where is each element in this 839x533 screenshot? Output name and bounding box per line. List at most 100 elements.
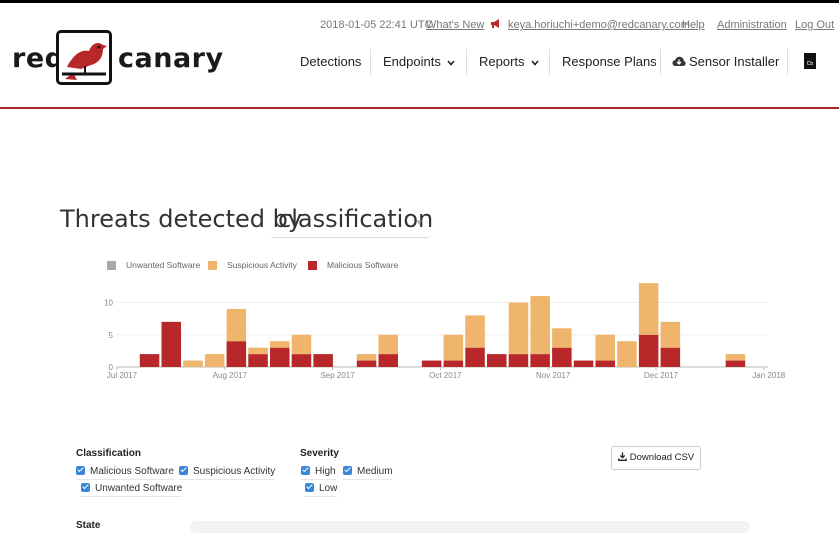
checkbox-checked-icon[interactable]	[81, 483, 90, 492]
nav-detections[interactable]: Detections	[300, 54, 362, 69]
x-tick-label: Nov 2017	[536, 371, 571, 380]
bar-segment	[552, 347, 572, 367]
bar-segment	[595, 360, 616, 367]
bar-segment	[269, 347, 290, 367]
state-label: State	[76, 520, 101, 531]
bar-segment	[465, 315, 485, 348]
filter-medium[interactable]: Medium	[343, 466, 393, 480]
canary-bird-icon	[56, 30, 112, 85]
administration-link[interactable]: Administration	[717, 19, 787, 31]
filter-low[interactable]: Low	[305, 483, 338, 497]
carbon-black-badge[interactable]: Cb	[804, 53, 816, 69]
top-black-bar	[0, 0, 839, 3]
content-card-edge	[190, 521, 750, 533]
legend-item-malicious[interactable]: Malicious Software	[327, 260, 399, 270]
bar-segment	[660, 347, 681, 367]
filter-label: Unwanted Software	[95, 483, 183, 494]
app-header: red canary 2018-01-05 22:41 UTC What's N…	[0, 3, 839, 107]
megaphone-icon	[491, 19, 500, 28]
y-tick-label: 10	[104, 299, 113, 308]
bar-segment	[660, 321, 681, 348]
legend-item-unwanted[interactable]: Unwanted Software	[126, 260, 201, 270]
checkbox-checked-icon[interactable]	[343, 466, 352, 475]
nav-divider	[466, 49, 467, 75]
y-tick-label: 5	[109, 331, 114, 340]
bar-segment	[378, 334, 399, 355]
help-text[interactable]: Help	[682, 19, 705, 31]
bar-segment	[356, 360, 377, 367]
bar-segment	[161, 321, 182, 367]
nav-reports[interactable]: Reports	[479, 54, 539, 69]
nav-sensor-installer[interactable]: Sensor Installer	[672, 54, 779, 69]
download-csv-label: Download CSV	[629, 452, 695, 463]
checkbox-checked-icon[interactable]	[305, 483, 314, 492]
y-tick-label: 0	[109, 363, 114, 372]
chart-title: Threats detected by	[60, 205, 303, 233]
user-email-link[interactable]: keya.horiuchi+demo@redcanary.com	[508, 19, 690, 31]
nav-endpoints-label: Endpoints	[383, 54, 441, 69]
group-by-select[interactable]: classification ▼	[271, 203, 433, 238]
legend-swatch-malicious	[308, 261, 317, 270]
nav-response-plans[interactable]: Response Plans	[562, 54, 657, 69]
carbon-black-badge-text: Cb	[806, 61, 814, 67]
download-csv-button[interactable]: Download CSV	[611, 446, 701, 470]
bar-segment	[530, 296, 550, 355]
x-tick-label: Oct 2017	[429, 371, 462, 380]
user-email-text[interactable]: keya.horiuchi+demo@redcanary.com	[508, 19, 690, 31]
timestamp: 2018-01-05 22:41 UTC	[320, 19, 433, 31]
bar-segment	[552, 328, 572, 348]
legend-item-suspicious[interactable]: Suspicious Activity	[227, 260, 297, 270]
nav-divider	[787, 49, 788, 75]
bar-segment	[725, 354, 746, 361]
filter-label: High	[315, 466, 336, 477]
x-tick-label: Jan 2018	[752, 371, 785, 380]
bar-segment	[508, 302, 529, 355]
nav-endpoints[interactable]: Endpoints	[383, 54, 455, 69]
legend-swatch-unwanted	[107, 261, 116, 270]
logout-link[interactable]: Log Out	[795, 19, 834, 31]
filter-label: Medium	[357, 466, 393, 477]
filter-suspicious-activity[interactable]: Suspicious Activity	[179, 466, 276, 480]
header-divider	[0, 107, 839, 109]
filter-label: Low	[319, 483, 338, 494]
bar-segment	[183, 360, 203, 367]
chevron-down-icon	[530, 60, 539, 66]
administration-text[interactable]: Administration	[717, 19, 787, 31]
checkbox-checked-icon[interactable]	[301, 466, 310, 475]
bar-segment	[269, 341, 290, 348]
checkbox-checked-icon[interactable]	[76, 466, 85, 475]
nav-divider	[660, 49, 661, 75]
bar-segment	[443, 360, 464, 367]
bar-segment	[313, 354, 333, 367]
x-tick-label: Aug 2017	[213, 371, 248, 380]
whats-new-text[interactable]: What's New	[426, 19, 485, 31]
bar-segment	[139, 354, 160, 367]
download-icon	[617, 452, 627, 461]
filter-malicious-software[interactable]: Malicious Software	[76, 466, 174, 480]
nav-divider	[549, 49, 550, 75]
cloud-download-icon	[672, 56, 686, 66]
logout-text[interactable]: Log Out	[795, 19, 835, 31]
x-tick-label: Jul 2017	[107, 371, 138, 380]
filter-unwanted-software[interactable]: Unwanted Software	[81, 483, 183, 497]
filter-high[interactable]: High	[301, 466, 336, 480]
whats-new-link[interactable]: What's New	[426, 19, 501, 31]
classification-label: Classification	[76, 448, 142, 459]
bar-segment	[595, 334, 616, 361]
nav-sensor-installer-label: Sensor Installer	[689, 54, 780, 69]
nav-divider	[370, 49, 371, 75]
filter-label: Suspicious Activity	[193, 466, 276, 477]
nav-reports-label: Reports	[479, 54, 525, 69]
legend-swatch-suspicious	[208, 261, 217, 270]
help-link[interactable]: Help	[682, 19, 705, 31]
logo-text-canary: canary	[118, 43, 224, 74]
group-by-select-value: classification	[278, 205, 434, 233]
select-caret-icon: ▼	[415, 218, 423, 227]
bar-segment	[356, 354, 377, 361]
bar-segment	[530, 354, 550, 367]
bar-segment	[248, 354, 268, 367]
bar-segment	[421, 360, 442, 367]
checkbox-checked-icon[interactable]	[179, 466, 188, 475]
bar-segment	[248, 347, 268, 355]
